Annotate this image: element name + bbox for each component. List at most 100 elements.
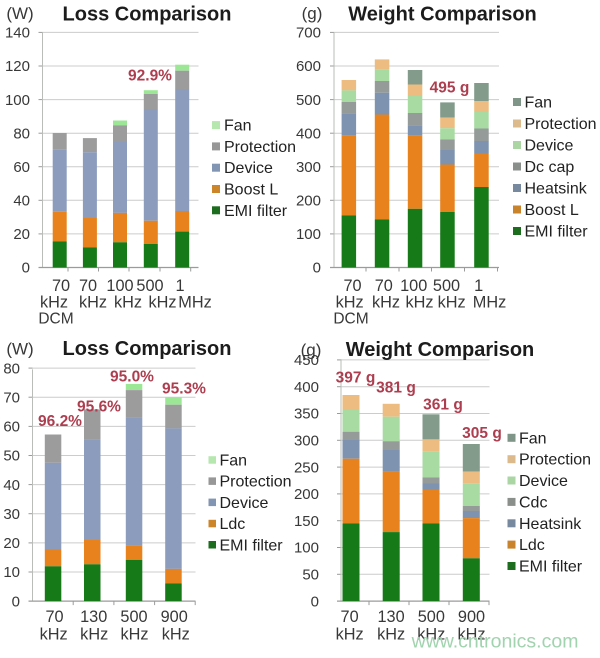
svg-text:(W): (W) — [6, 340, 33, 359]
svg-text:Heatsink: Heatsink — [525, 181, 588, 198]
svg-text:(g): (g) — [301, 341, 322, 360]
svg-text:Fan: Fan — [525, 95, 553, 112]
svg-text:130: 130 — [378, 608, 405, 626]
svg-text:20: 20 — [13, 226, 30, 243]
svg-text:70: 70 — [341, 608, 359, 626]
svg-text:500: 500 — [296, 92, 321, 109]
svg-text:EMI filter: EMI filter — [519, 559, 583, 576]
svg-text:70: 70 — [79, 277, 97, 295]
svg-text:kHz: kHz — [438, 294, 466, 312]
svg-text:400: 400 — [296, 125, 321, 142]
svg-text:kHz: kHz — [405, 294, 433, 312]
svg-text:10: 10 — [3, 564, 20, 581]
svg-text:DCM: DCM — [333, 311, 368, 328]
svg-text:Device: Device — [220, 495, 269, 512]
svg-text:20: 20 — [3, 535, 20, 552]
svg-text:kHz: kHz — [40, 626, 68, 644]
svg-text:kHz: kHz — [336, 294, 364, 312]
svg-text:Device: Device — [224, 160, 273, 177]
svg-text:1: 1 — [175, 277, 184, 295]
svg-text:Protection: Protection — [519, 452, 591, 469]
svg-text:100: 100 — [296, 226, 321, 243]
svg-text:www.cntronics.com: www.cntronics.com — [411, 631, 579, 653]
svg-text:kHz: kHz — [372, 294, 400, 312]
svg-text:MHz: MHz — [473, 294, 506, 312]
svg-text:500: 500 — [136, 277, 163, 295]
svg-text:900: 900 — [458, 608, 485, 626]
svg-text:MHz: MHz — [178, 294, 211, 312]
svg-text:kHz: kHz — [79, 294, 107, 312]
svg-text:EMI filter: EMI filter — [525, 224, 589, 241]
svg-text:100: 100 — [294, 540, 319, 557]
svg-text:0: 0 — [311, 593, 319, 610]
svg-text:0: 0 — [313, 260, 321, 277]
svg-text:1: 1 — [474, 277, 483, 295]
svg-text:450: 450 — [294, 352, 319, 369]
svg-text:(W): (W) — [6, 4, 33, 23]
svg-text:50: 50 — [302, 567, 319, 584]
svg-text:Fan: Fan — [224, 118, 252, 135]
svg-text:Ldc: Ldc — [220, 516, 246, 533]
svg-text:96.2%: 96.2% — [38, 413, 82, 430]
svg-text:0: 0 — [22, 260, 30, 277]
svg-text:kHz: kHz — [148, 294, 176, 312]
svg-text:92.9%: 92.9% — [128, 68, 172, 85]
svg-text:EMI filter: EMI filter — [224, 203, 288, 220]
svg-text:Weight Comparison: Weight Comparison — [348, 4, 537, 26]
svg-text:kHz: kHz — [80, 626, 108, 644]
svg-text:95.3%: 95.3% — [162, 381, 206, 398]
svg-text:Device: Device — [519, 473, 568, 490]
svg-text:Loss Comparison: Loss Comparison — [63, 4, 232, 26]
svg-text:60: 60 — [13, 159, 30, 176]
svg-text:EMI filter: EMI filter — [220, 537, 284, 554]
svg-text:100: 100 — [400, 277, 427, 295]
svg-text:140: 140 — [5, 25, 30, 42]
svg-text:100: 100 — [106, 277, 133, 295]
svg-text:150: 150 — [294, 513, 319, 530]
svg-text:305 g: 305 g — [462, 425, 502, 442]
svg-text:Heatsink: Heatsink — [519, 516, 582, 533]
svg-text:Dc cap: Dc cap — [525, 159, 575, 176]
svg-text:kHz: kHz — [114, 294, 142, 312]
svg-text:200: 200 — [294, 486, 319, 503]
svg-text:40: 40 — [13, 193, 30, 210]
svg-text:600: 600 — [296, 58, 321, 75]
svg-text:Loss Comparison: Loss Comparison — [63, 338, 232, 360]
svg-text:Fan: Fan — [220, 453, 248, 470]
svg-text:95.6%: 95.6% — [77, 399, 121, 416]
svg-text:Ldc: Ldc — [519, 537, 545, 554]
svg-text:Protection: Protection — [525, 116, 597, 133]
svg-text:Boost L: Boost L — [525, 202, 579, 219]
svg-text:200: 200 — [296, 193, 321, 210]
svg-text:381 g: 381 g — [376, 380, 416, 397]
svg-text:kHz: kHz — [162, 626, 190, 644]
svg-text:70: 70 — [343, 277, 361, 295]
svg-text:Boost L: Boost L — [224, 182, 278, 199]
svg-text:700: 700 — [296, 25, 321, 42]
svg-text:120: 120 — [5, 58, 30, 75]
svg-text:Protection: Protection — [224, 139, 296, 156]
svg-text:Protection: Protection — [220, 474, 292, 491]
svg-text:250: 250 — [294, 459, 319, 476]
svg-text:80: 80 — [13, 125, 30, 142]
svg-text:60: 60 — [3, 419, 20, 436]
svg-text:361 g: 361 g — [423, 397, 463, 414]
svg-text:kHz: kHz — [457, 626, 485, 644]
svg-text:100: 100 — [5, 92, 30, 109]
svg-text:Cdc: Cdc — [519, 494, 547, 511]
svg-text:kHz: kHz — [40, 294, 68, 312]
svg-text:70: 70 — [52, 277, 70, 295]
svg-text:DCM: DCM — [38, 311, 73, 328]
svg-text:300: 300 — [296, 159, 321, 176]
svg-text:50: 50 — [3, 448, 20, 465]
svg-text:397 g: 397 g — [336, 370, 376, 387]
svg-text:130: 130 — [80, 608, 107, 626]
svg-text:40: 40 — [3, 477, 20, 494]
svg-text:95.0%: 95.0% — [110, 369, 154, 386]
svg-text:Weight Comparison: Weight Comparison — [346, 339, 535, 361]
svg-text:kHz: kHz — [377, 626, 405, 644]
svg-text:350: 350 — [294, 406, 319, 423]
svg-text:900: 900 — [161, 608, 188, 626]
svg-text:Fan: Fan — [519, 430, 547, 447]
svg-text:400: 400 — [294, 379, 319, 396]
